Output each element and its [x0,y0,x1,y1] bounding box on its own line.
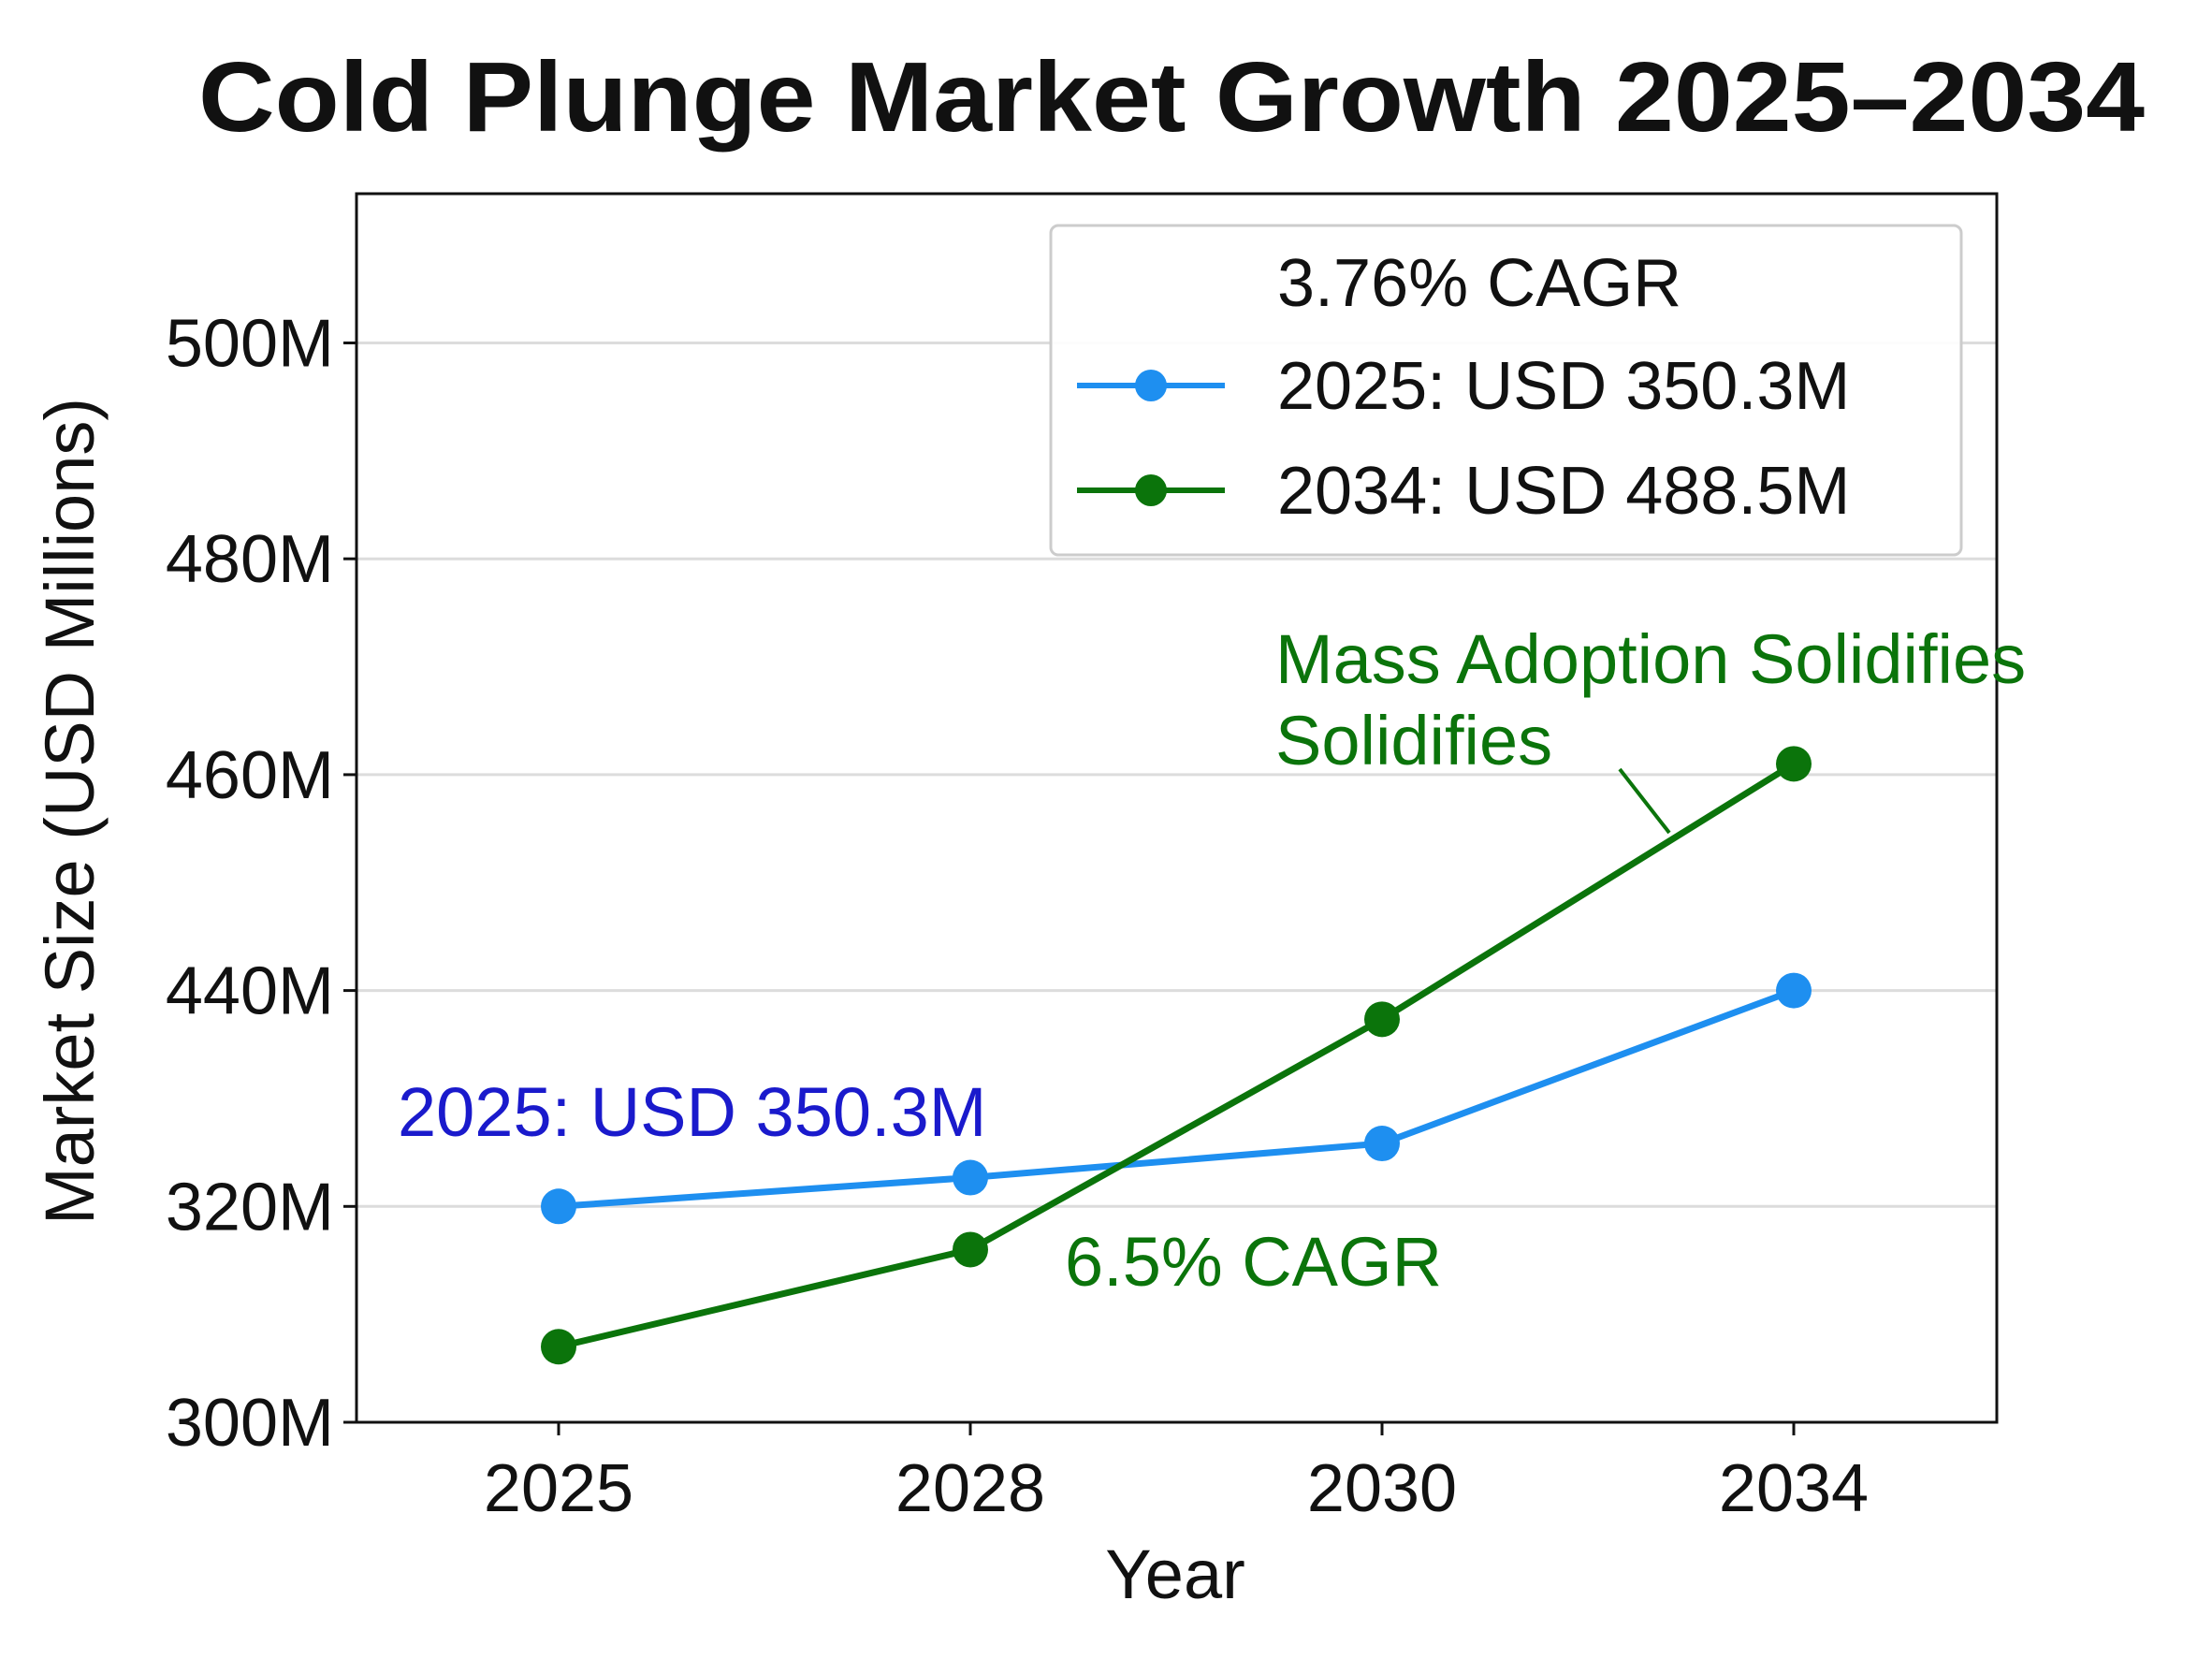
series-line [558,761,1796,1350]
y-tick-label: 480M [166,522,334,597]
x-axis-label: Year [1105,1535,1245,1613]
data-point [953,1159,988,1196]
data-point [1364,1126,1400,1162]
y-tick-label: 300M [166,1386,334,1461]
annotation-mass-adoption: Mass Adoption Solidifies [1275,620,2026,698]
y-tick-label: 440M [166,954,334,1029]
x-tick-label: 2030 [1307,1451,1457,1526]
legend-marker-blue [1135,370,1167,401]
data-point [1364,1001,1400,1038]
data-point [541,1329,576,1365]
series-line [558,987,1796,1210]
annotation-pointer-line [1618,767,1671,835]
legend-box [1049,224,1963,557]
annotation-2025-value: 2025: USD 350.3M [398,1073,986,1151]
x-axis: 2025 2028 2030 2034 [484,1422,1869,1526]
series-green [541,746,1812,1365]
x-tick-label: 2034 [1719,1451,1869,1526]
data-point [953,1231,988,1268]
y-tick-label: 460M [166,738,334,813]
chart-title: Cold Plunge Market Growth 2025–2034 [198,42,2145,153]
x-tick-label: 2025 [484,1451,633,1526]
plot-frame [355,192,1999,1424]
annotation-solidifies: Solidifies [1275,702,1552,779]
y-tick-label: 500M [166,307,334,382]
y-axis-label: Market Size (USD Millions) [31,398,109,1225]
series-blue [541,972,1812,1225]
legend-marker-green [1135,474,1167,506]
y-axis: 300M 320M 440M 460M 480M 500M [166,307,357,1461]
annotation-cagr-6-5: 6.5% CAGR [1065,1223,1442,1301]
legend-title: 3.76% CAGR [1277,246,1681,321]
data-point [1776,972,1812,1009]
legend-entry-2034: 2034: USD 488.5M [1277,454,1850,529]
y-tick-label: 320M [166,1170,334,1244]
data-point [541,1188,576,1225]
data-point [1776,746,1812,782]
legend: 3.76% CAGR 2025: USD 350.3M 2034: USD 48… [1049,224,1963,557]
x-tick-label: 2028 [895,1451,1045,1526]
legend-entry-2025: 2025: USD 350.3M [1277,349,1850,424]
